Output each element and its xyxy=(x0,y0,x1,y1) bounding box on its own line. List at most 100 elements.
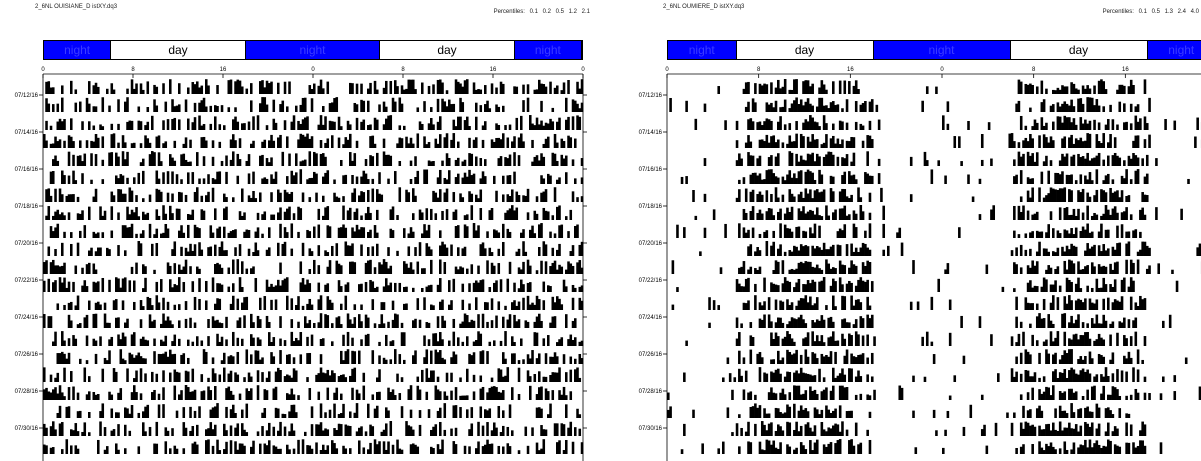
activity-bar xyxy=(398,448,402,454)
activity-bar xyxy=(493,422,496,436)
activity-bar xyxy=(909,301,913,310)
activity-bar xyxy=(211,368,215,382)
activity-bar xyxy=(391,230,395,238)
activity-bar xyxy=(427,85,431,94)
activity-bar xyxy=(198,87,201,94)
activity-bar xyxy=(1086,447,1089,454)
activity-bar xyxy=(182,448,186,454)
activity-bar xyxy=(475,280,478,292)
activity-bar xyxy=(247,391,251,400)
date-label: 07/20/16 xyxy=(15,241,39,247)
activity-bar xyxy=(63,340,66,346)
activity-bar xyxy=(1118,321,1122,328)
activity-bar xyxy=(1061,138,1064,148)
activity-bar xyxy=(196,266,199,274)
activity-bar xyxy=(795,246,798,256)
activity-bar xyxy=(1143,424,1147,436)
activity-bar xyxy=(142,358,145,364)
activity-bar xyxy=(558,298,561,310)
activity-bar xyxy=(126,408,129,418)
activity-bar xyxy=(983,424,986,436)
activity-bar xyxy=(1022,428,1025,436)
activity-bar xyxy=(827,356,831,364)
activity-bar xyxy=(441,299,444,310)
activity-bar xyxy=(864,243,867,256)
activity-bar xyxy=(531,302,534,310)
activity-bar xyxy=(247,248,251,256)
activity-bar xyxy=(452,103,456,112)
activity-bar xyxy=(232,197,235,202)
activity-bar xyxy=(802,206,805,220)
activity-bar xyxy=(306,323,309,328)
activity-bar xyxy=(88,250,91,256)
activity-bar xyxy=(848,81,851,94)
activity-bar xyxy=(832,385,835,400)
activity-bar xyxy=(189,214,192,220)
activity-bar xyxy=(223,208,226,220)
activity-bar xyxy=(1040,429,1044,436)
activity-bar xyxy=(815,358,819,364)
activity-bar xyxy=(1086,406,1089,418)
activity-bar xyxy=(495,315,498,328)
activity-bar xyxy=(567,116,570,130)
activity-bar xyxy=(103,427,107,436)
activity-bar xyxy=(166,430,170,436)
activity-bar xyxy=(349,245,352,256)
activity-bar xyxy=(1040,171,1044,184)
activity-bar xyxy=(747,277,750,292)
activity-bar xyxy=(1026,351,1030,364)
activity-bar xyxy=(380,264,384,274)
activity-bar xyxy=(261,372,264,382)
activity-bar xyxy=(529,265,532,274)
activity-bar xyxy=(180,192,183,202)
activity-bar xyxy=(333,428,336,436)
activity-bar xyxy=(144,277,147,292)
activity-bar xyxy=(211,429,215,436)
activity-bar xyxy=(157,215,161,220)
activity-bar xyxy=(571,441,575,454)
activity-bar xyxy=(916,301,920,310)
activity-bar xyxy=(971,196,975,202)
activity-bar xyxy=(396,439,399,454)
activity-bar xyxy=(542,241,546,256)
activity-bar xyxy=(502,241,505,256)
activity-bar xyxy=(1065,117,1069,130)
activity-bar xyxy=(562,450,566,454)
activity-bar xyxy=(376,405,379,418)
activity-bar xyxy=(1063,391,1067,400)
activity-bar xyxy=(52,159,55,166)
activity-bar xyxy=(398,97,402,112)
activity-bar xyxy=(827,108,831,112)
activity-bar xyxy=(556,296,559,310)
activity-bar xyxy=(47,391,51,400)
activity-bar xyxy=(144,406,147,418)
activity-bar xyxy=(241,443,244,454)
activity-bar xyxy=(466,214,469,220)
activity-bar xyxy=(391,340,395,346)
activity-bar xyxy=(90,247,93,256)
activity-bar xyxy=(1049,331,1053,346)
activity-bar xyxy=(1093,212,1096,220)
activity-bar xyxy=(421,268,424,274)
activity-bar xyxy=(88,391,91,400)
activity-bar xyxy=(360,426,363,436)
activity-bar xyxy=(144,431,147,436)
activity-bar xyxy=(1033,265,1037,274)
activity-bar xyxy=(1084,439,1087,454)
activity-bar xyxy=(790,193,794,202)
activity-bar xyxy=(1040,318,1044,328)
file-title: 2_6NL OUISIANE_D istXY.dq3 xyxy=(35,4,118,10)
activity-bar xyxy=(234,441,237,454)
activity-bar xyxy=(61,170,64,184)
activity-bar xyxy=(806,121,810,130)
activity-bar xyxy=(774,284,778,292)
activity-bar xyxy=(427,224,431,238)
activity-bar xyxy=(250,268,253,274)
activity-bar xyxy=(425,322,429,328)
activity-bar xyxy=(1063,331,1067,346)
activity-bar xyxy=(538,371,541,382)
activity-bar xyxy=(279,448,282,454)
activity-bar xyxy=(841,385,844,400)
activity-bar xyxy=(749,210,753,220)
activity-bar xyxy=(376,152,379,166)
